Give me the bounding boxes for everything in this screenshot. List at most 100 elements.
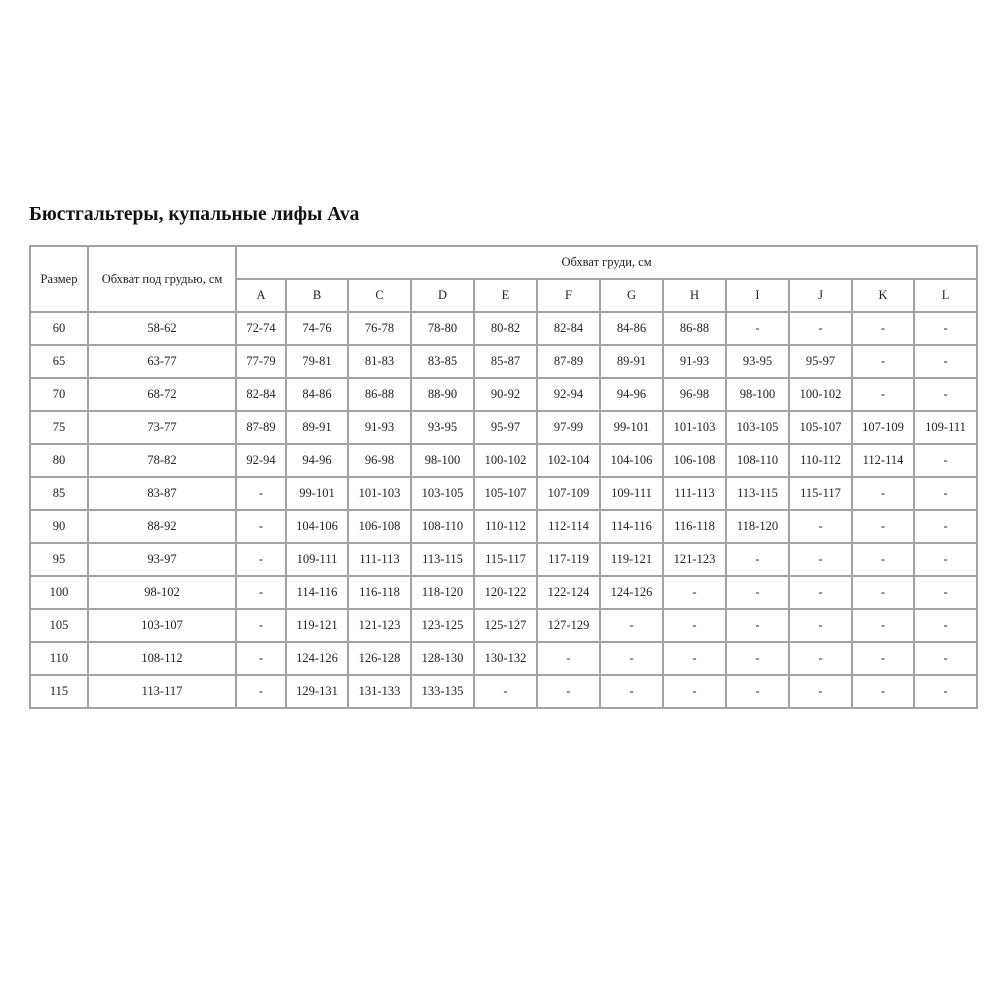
bust-cell: - xyxy=(662,608,727,643)
bust-cell: 106-108 xyxy=(347,509,412,544)
bust-cell: 79-81 xyxy=(285,344,349,379)
bust-cell: 87-89 xyxy=(235,410,287,445)
size-cell: 60 xyxy=(29,311,89,346)
bust-cell: - xyxy=(851,476,915,511)
bust-cell: 115-117 xyxy=(788,476,853,511)
bust-cell: 127-129 xyxy=(536,608,601,643)
underbust-cell: 88-92 xyxy=(87,509,237,544)
bust-cell: - xyxy=(725,575,790,610)
header-cup: I xyxy=(725,278,790,313)
bust-cell: - xyxy=(851,641,915,676)
bust-cell: 89-91 xyxy=(285,410,349,445)
bust-cell: 128-130 xyxy=(410,641,475,676)
bust-cell: 130-132 xyxy=(473,641,538,676)
bust-cell: - xyxy=(788,674,853,709)
table-row: 85 83-87-99-101 101-103 103-105 105-107 107-1… xyxy=(29,476,979,511)
bust-cell: 129-131 xyxy=(285,674,349,709)
bust-cell: 80-82 xyxy=(473,311,538,346)
bust-cell: 111-113 xyxy=(662,476,727,511)
bust-cell: 99-101 xyxy=(285,476,349,511)
bust-cell: - xyxy=(851,542,915,577)
header-cup: E xyxy=(473,278,538,313)
size-cell: 115 xyxy=(29,674,89,709)
bust-cell: 104-106 xyxy=(285,509,349,544)
bust-cell: 103-105 xyxy=(410,476,475,511)
header-underbust: Обхват под грудью, см xyxy=(87,245,237,313)
bust-cell: - xyxy=(912,377,979,412)
bust-cell: 124-126 xyxy=(285,641,349,676)
bust-cell: - xyxy=(725,674,790,709)
bust-cell: 108-110 xyxy=(725,443,790,478)
table-row: 90 88-92-104-106 106-108 108-110 110-112 112-… xyxy=(29,509,979,544)
bust-cell: - xyxy=(473,674,538,709)
bust-cell: - xyxy=(912,542,979,577)
bust-cell: 99-101 xyxy=(599,410,664,445)
bust-cell: 87-89 xyxy=(536,344,601,379)
bust-cell: 109-111 xyxy=(285,542,349,577)
header-cup: D xyxy=(410,278,475,313)
bust-cell: - xyxy=(662,674,727,709)
bust-cell: 117-119 xyxy=(536,542,601,577)
size-cell: 85 xyxy=(29,476,89,511)
header-cup: L xyxy=(912,278,979,313)
bust-cell: - xyxy=(851,674,915,709)
bust-cell: 113-115 xyxy=(410,542,475,577)
bust-cell: - xyxy=(912,575,979,610)
table-row: 95 93-97-109-111 111-113 113-115 115-117 117-… xyxy=(29,542,979,577)
bust-cell: 77-79 xyxy=(235,344,287,379)
bust-cell: 110-112 xyxy=(788,443,853,478)
bust-cell: - xyxy=(851,344,915,379)
bust-cell: - xyxy=(851,575,915,610)
bust-cell: 85-87 xyxy=(473,344,538,379)
bust-cell: 84-86 xyxy=(285,377,349,412)
bust-cell: 96-98 xyxy=(347,443,412,478)
bust-cell: 90-92 xyxy=(473,377,538,412)
bust-cell: 101-103 xyxy=(347,476,412,511)
bust-cell: 103-105 xyxy=(725,410,790,445)
bust-cell: 92-94 xyxy=(235,443,287,478)
bust-cell: 94-96 xyxy=(285,443,349,478)
bust-cell: - xyxy=(235,575,287,610)
header-cup: J xyxy=(788,278,853,313)
size-cell: 65 xyxy=(29,344,89,379)
bust-cell: 93-95 xyxy=(725,344,790,379)
bust-cell: - xyxy=(912,344,979,379)
bust-cell: - xyxy=(912,311,979,346)
underbust-cell: 93-97 xyxy=(87,542,237,577)
bust-cell: 81-83 xyxy=(347,344,412,379)
bust-cell: - xyxy=(536,641,601,676)
bust-cell: 92-94 xyxy=(536,377,601,412)
table-row: 110 108-112-124-126 126-128 128-130 130-132-… xyxy=(29,641,979,676)
bust-cell: 91-93 xyxy=(662,344,727,379)
bust-cell: - xyxy=(599,608,664,643)
table-row: 115 113-117-129-131 131-133 133-135- - - - - - - - xyxy=(29,674,979,709)
underbust-cell: 83-87 xyxy=(87,476,237,511)
bust-cell: 119-121 xyxy=(599,542,664,577)
bust-cell: 98-100 xyxy=(410,443,475,478)
bust-cell: 86-88 xyxy=(662,311,727,346)
bust-cell: 106-108 xyxy=(662,443,727,478)
bust-cell: - xyxy=(851,509,915,544)
size-cell: 80 xyxy=(29,443,89,478)
bust-cell: 93-95 xyxy=(410,410,475,445)
bust-cell: 109-111 xyxy=(599,476,664,511)
bust-cell: 121-123 xyxy=(662,542,727,577)
bust-cell: - xyxy=(912,608,979,643)
bust-cell: 104-106 xyxy=(599,443,664,478)
underbust-cell: 63-77 xyxy=(87,344,237,379)
table-row: 80 78-82 92-94 94-96 96-98 98-100 100-102 102-1… xyxy=(29,443,979,478)
bust-cell: 111-113 xyxy=(347,542,412,577)
bust-cell: - xyxy=(235,674,287,709)
bust-cell: - xyxy=(599,641,664,676)
bust-cell: 133-135 xyxy=(410,674,475,709)
header-cup: A xyxy=(235,278,287,313)
bust-cell: - xyxy=(788,509,853,544)
bust-cell: - xyxy=(912,641,979,676)
bust-cell: - xyxy=(235,608,287,643)
bust-cell: 107-109 xyxy=(851,410,915,445)
bust-cell: 112-114 xyxy=(851,443,915,478)
bust-cell: 108-110 xyxy=(410,509,475,544)
bust-cell: 116-118 xyxy=(347,575,412,610)
bust-cell: 98-100 xyxy=(725,377,790,412)
bust-cell: 126-128 xyxy=(347,641,412,676)
